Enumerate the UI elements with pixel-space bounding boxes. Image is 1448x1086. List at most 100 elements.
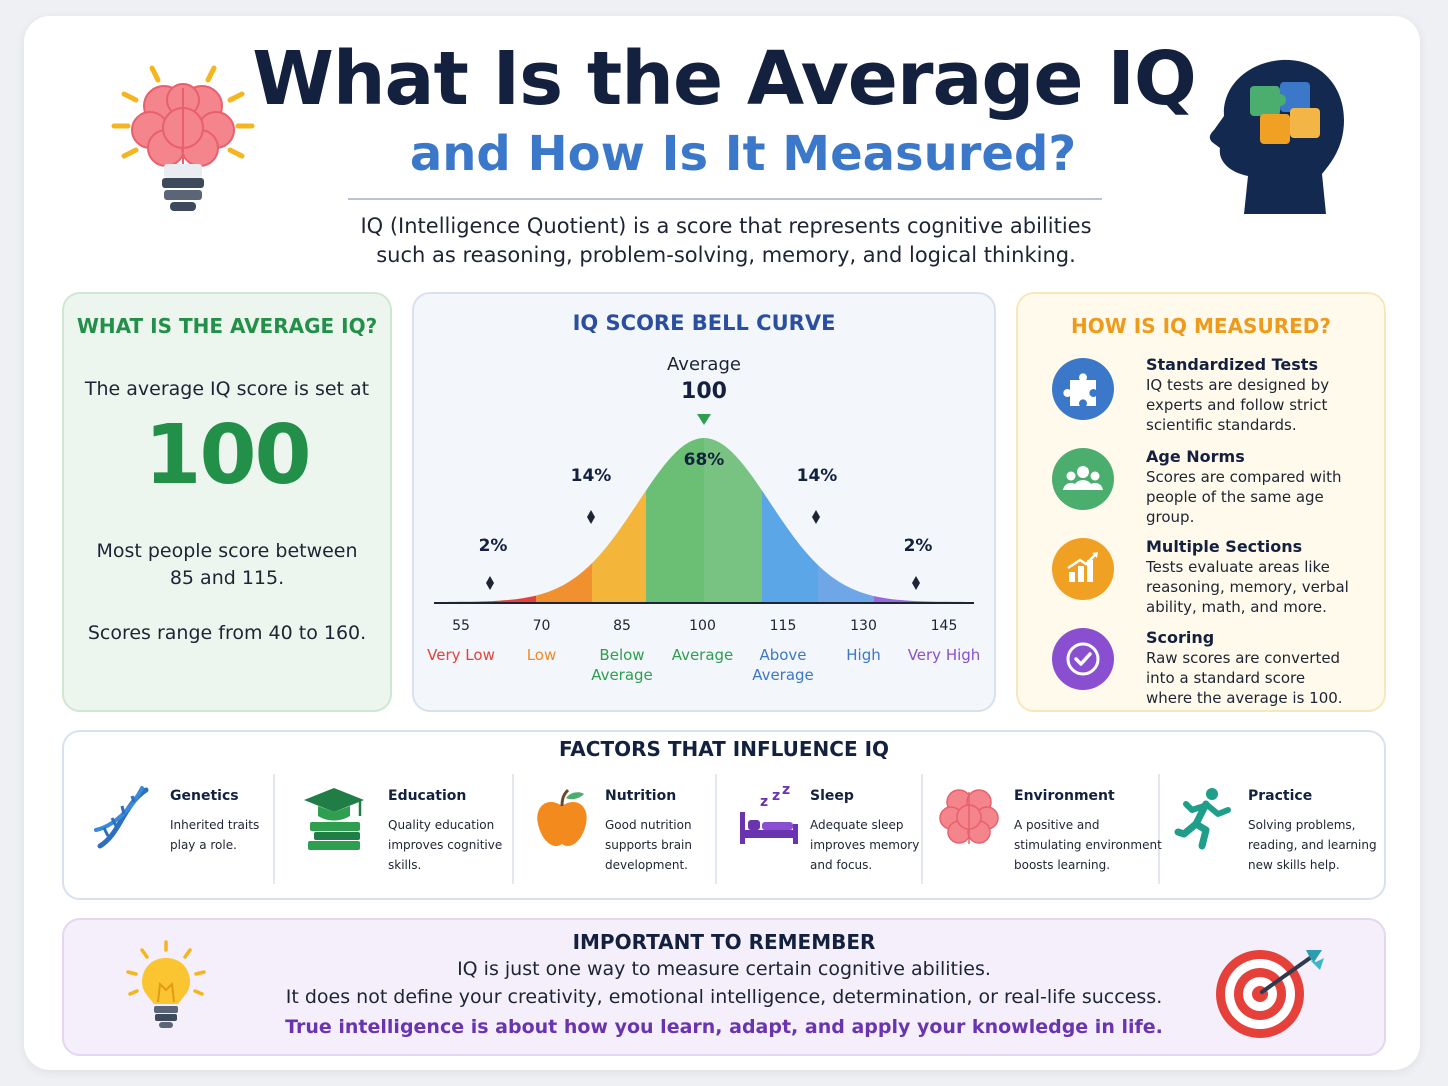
factor-title: Nutrition <box>605 788 677 804</box>
remember-highlight: True intelligence is about how you learn… <box>285 1016 1163 1038</box>
factor-divider <box>273 774 275 884</box>
pointer-right-tail <box>912 576 920 590</box>
graduation-books-icon <box>304 788 364 850</box>
remember-line: IQ is just one way to measure certain co… <box>457 958 991 980</box>
apple-icon <box>537 788 587 846</box>
measure-text: Tests evaluate areas like reasoning, mem… <box>1146 557 1378 617</box>
svg-text:z: z <box>782 784 790 798</box>
tick-label: 145 <box>931 618 958 634</box>
svg-text:z: z <box>772 788 780 804</box>
chart-icon <box>1052 538 1114 600</box>
intro-line: IQ (Intelligence Quotient) is a score th… <box>360 214 1092 238</box>
band-label: High <box>846 646 880 664</box>
factor-text-line: Good nutrition <box>605 818 692 832</box>
band-above-average <box>762 438 818 603</box>
factor-text: Quality education improves cognitive ski… <box>388 815 538 875</box>
measure-text-line: Scores are compared with <box>1146 468 1342 486</box>
average-iq-panel <box>62 292 392 712</box>
average-marker-arrow <box>697 414 711 425</box>
percent-right-tail: 2% <box>904 536 933 556</box>
measure-text-line: ability, math, and more. <box>1146 598 1327 616</box>
factor-divider <box>921 774 923 884</box>
factor-title: Education <box>388 788 467 804</box>
average-value: 100 <box>144 408 311 503</box>
factor-text-line: reading, and learning <box>1248 838 1377 852</box>
tick-label: 85 <box>613 618 631 634</box>
target-arrow-icon <box>1216 950 1324 1038</box>
band-label: Low <box>527 646 557 664</box>
factor-text: A positive and stimulating environment b… <box>1014 815 1164 875</box>
people-icon <box>1052 448 1114 510</box>
band-label: Below <box>599 646 644 664</box>
measure-text-line: reasoning, memory, verbal <box>1146 578 1349 596</box>
factor-title: Sleep <box>810 788 854 804</box>
factor-text-line: improves cognitive <box>388 838 503 852</box>
measure-text-line: where the average is 100. <box>1146 689 1343 707</box>
measure-text-line: experts and follow strict <box>1146 396 1328 414</box>
brain-lightbulb-icon <box>111 65 255 211</box>
factor-text: Good nutrition supports brain developmen… <box>605 815 755 875</box>
factor-divider <box>715 774 717 884</box>
measure-title: Multiple Sections <box>1146 537 1303 556</box>
check-icon <box>1052 628 1114 690</box>
average-marker-value: 100 <box>681 379 727 404</box>
band-label-line2: Average <box>591 666 653 684</box>
title-divider <box>348 198 1102 200</box>
band-high <box>818 438 874 603</box>
how-measured-heading: HOW IS IQ MEASURED? <box>1071 314 1331 338</box>
score-range-text: Scores range from 40 to 160. <box>87 622 367 644</box>
tick-label: 130 <box>850 618 877 634</box>
percent-center: 68% <box>684 450 725 470</box>
bell-curve-heading: IQ SCORE BELL CURVE <box>572 311 836 335</box>
factor-text-line: A positive and <box>1014 818 1100 832</box>
measure-text-line: Raw scores are converted <box>1146 649 1341 667</box>
page-subtitle: and How Is It Measured? <box>409 126 1077 182</box>
factor-divider <box>512 774 514 884</box>
measure-text-line: IQ tests are designed by <box>1146 376 1330 394</box>
bed-zzz-icon: z z z <box>740 784 798 844</box>
factor-divider <box>1158 774 1160 884</box>
intro-text: IQ (Intelligence Quotient) is a score th… <box>300 212 1152 270</box>
remember-line: It does not define your creativity, emot… <box>285 986 1163 1008</box>
factor-text: Adequate sleep improves memory and focus… <box>810 815 960 875</box>
remember-heading: IMPORTANT TO REMEMBER <box>572 930 876 954</box>
factor-text-line: improves memory <box>810 838 920 852</box>
average-intro: The average IQ score is set at <box>84 378 370 400</box>
band-below-average <box>592 438 646 603</box>
remember-panel <box>62 918 1386 1056</box>
factor-title: Practice <box>1248 788 1313 804</box>
runner-icon <box>1174 788 1231 850</box>
puzzle-icon <box>1052 358 1114 420</box>
lightbulb-icon <box>126 940 206 1028</box>
percent-pointers <box>486 510 920 590</box>
dna-icon <box>94 786 149 849</box>
factor-text-line: development. <box>605 858 688 872</box>
band-label-line2: Average <box>752 666 814 684</box>
factors-panel <box>62 730 1386 900</box>
pointer-left-mid <box>587 510 595 524</box>
brain-icon <box>939 789 999 844</box>
factor-text-line: Adequate sleep <box>810 818 904 832</box>
factor-text: Solving problems, reading, and learning … <box>1248 815 1398 875</box>
factor-text-line: supports brain <box>605 838 692 852</box>
percent-right-mid: 14% <box>797 466 838 486</box>
pointer-left-tail <box>486 576 494 590</box>
measure-title: Standardized Tests <box>1146 355 1318 374</box>
factor-text-line: Inherited traits <box>170 818 260 832</box>
factors-heading: FACTORS THAT INFLUENCE IQ <box>558 737 890 761</box>
measure-text-line: Tests evaluate areas like <box>1146 558 1330 576</box>
band-labels: Very Low Low Below Average Average Above Avera… <box>427 646 980 684</box>
factor-title: Genetics <box>170 788 239 804</box>
svg-text:z: z <box>760 794 768 810</box>
bell-curve-graphic: Average 100 68% 14% 14% 2% 2% 55 70 85 100 1… <box>427 354 980 684</box>
typical-range-text: Most people score between 85 and 115. <box>90 538 364 592</box>
measure-text: Raw scores are converted into a standard… <box>1146 648 1378 708</box>
factor-text-line: and focus. <box>810 858 873 872</box>
head-puzzle-icon <box>1209 59 1344 214</box>
band-very-low <box>448 438 536 603</box>
intro-line: such as reasoning, problem-solving, memo… <box>376 243 1076 267</box>
tick-label: 70 <box>533 618 551 634</box>
band-average-right <box>704 438 762 603</box>
measure-text: IQ tests are designed by experts and fol… <box>1146 375 1378 435</box>
factor-text-line: boosts learning. <box>1014 858 1111 872</box>
